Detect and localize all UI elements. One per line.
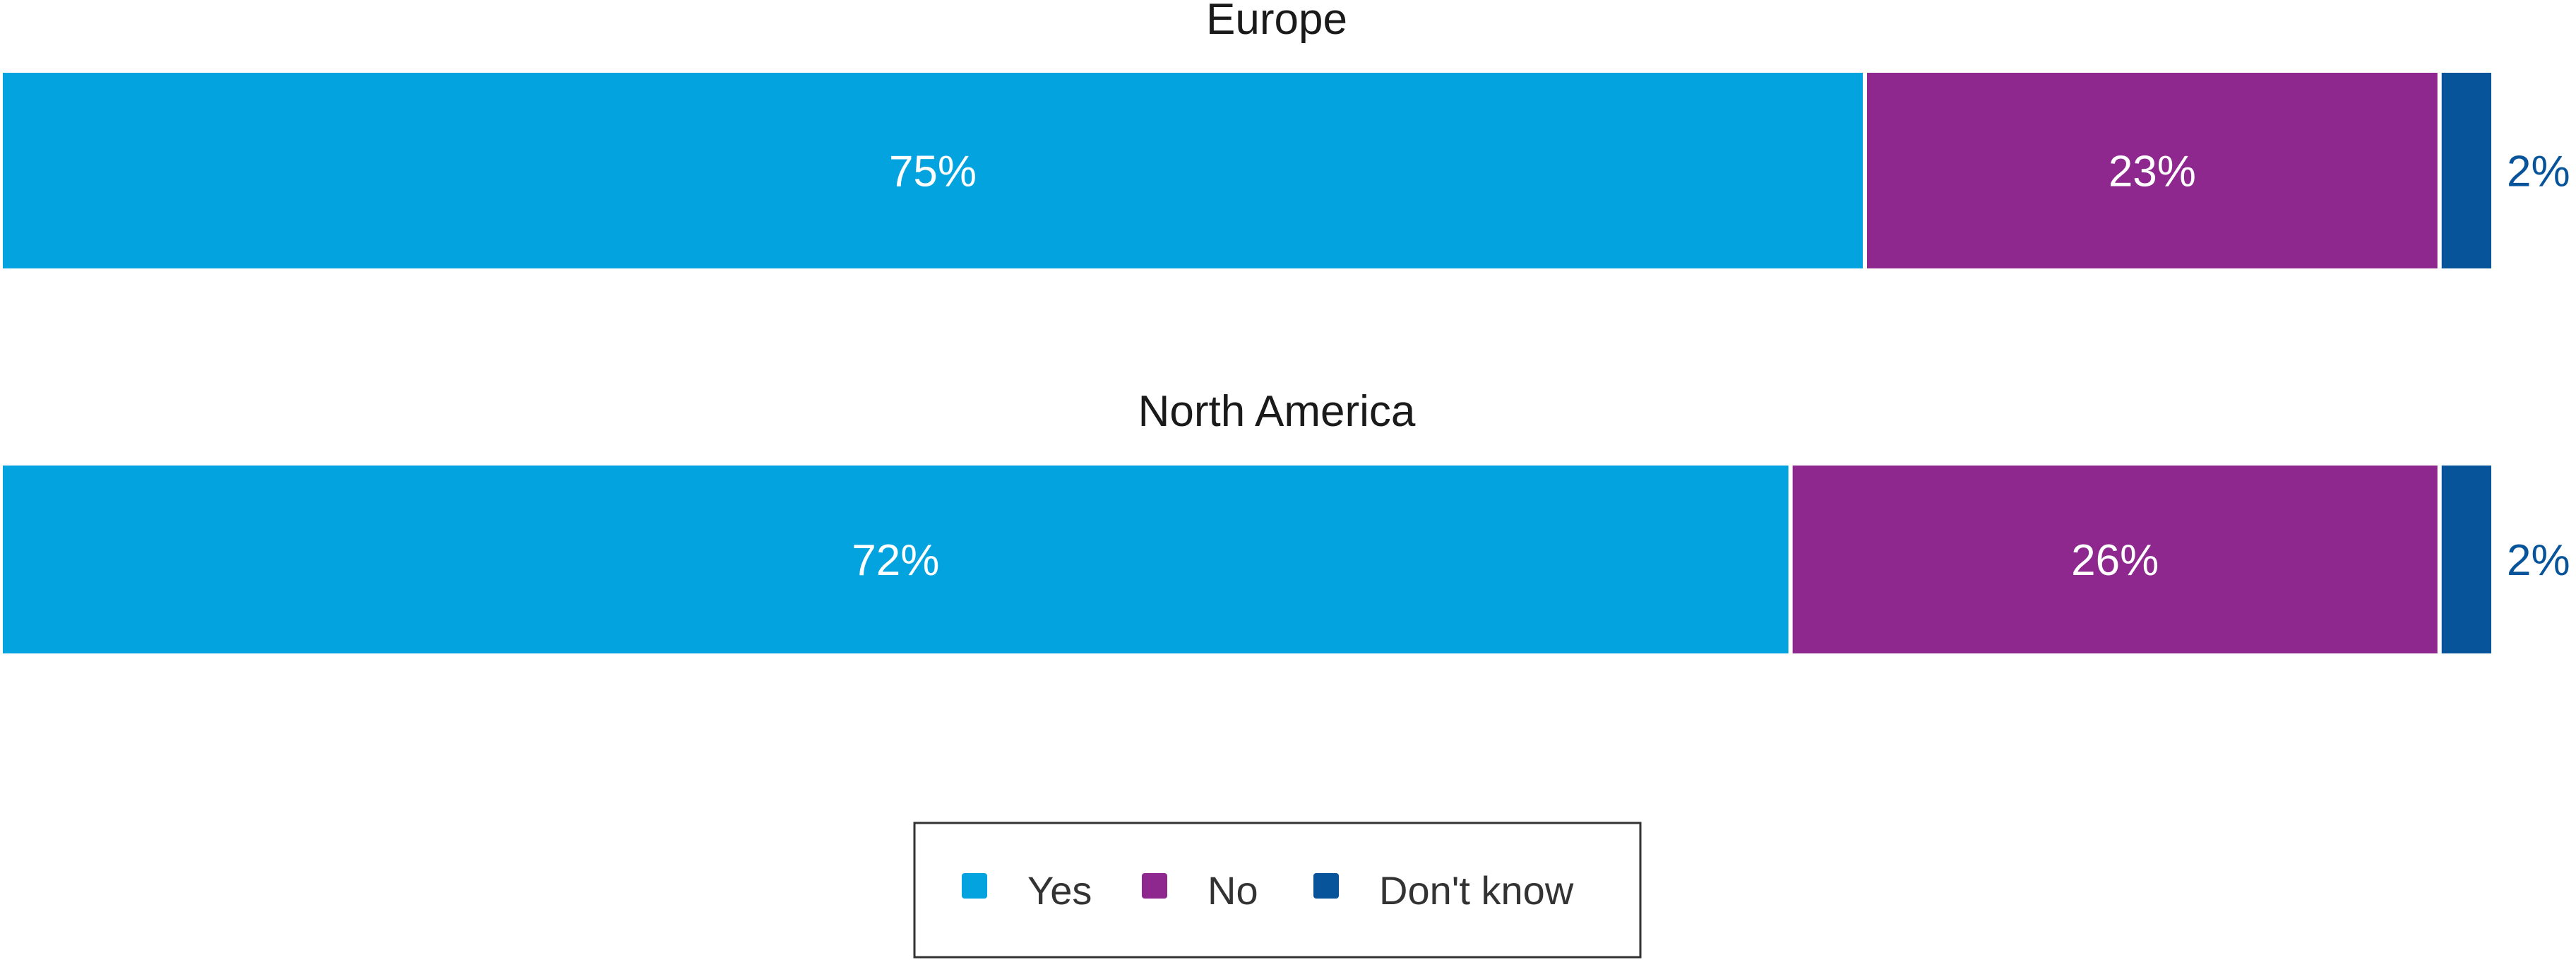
bar-north-america-don-t-know xyxy=(2441,466,2491,653)
group-title-north-america: North America xyxy=(1138,387,1416,436)
bar-group-north-america: North America 72% 26% 2% xyxy=(3,387,2570,653)
bar-europe-no xyxy=(1867,73,2438,268)
bar-group-europe: Europe 75% 23% 2% xyxy=(3,0,2570,268)
data-label-europe-yes: 75% xyxy=(889,148,977,196)
legend-item-yes: Yes xyxy=(962,868,1092,913)
bar-north-america-yes xyxy=(3,466,1789,653)
data-label-europe-don-t-know: 2% xyxy=(2507,148,2570,196)
chart-groups: Europe 75% 23% 2% North America 72% 26% 2% xyxy=(3,0,2570,653)
legend: Yes No Don't know xyxy=(913,822,1642,959)
legend-swatch-no xyxy=(1142,873,1167,899)
legend-item-no: No xyxy=(1142,868,1258,913)
legend-label-no: No xyxy=(1208,868,1258,913)
data-label-europe-no: 23% xyxy=(2109,148,2196,196)
data-label-north-america-don-t-know: 2% xyxy=(2507,536,2570,585)
legend-box xyxy=(913,822,1642,959)
legend-label-don-t-know: Don't know xyxy=(1379,868,1574,913)
group-title-europe: Europe xyxy=(1206,0,1347,44)
data-label-north-america-yes: 72% xyxy=(852,536,939,585)
legend-item-don-t-know: Don't know xyxy=(1313,868,1574,913)
data-label-north-america-no: 26% xyxy=(2071,536,2159,585)
legend-swatch-don-t-know xyxy=(1313,873,1339,899)
legend-swatch-yes xyxy=(962,873,987,899)
bar-europe-yes xyxy=(3,73,1863,268)
bar-north-america-no xyxy=(1792,466,2438,653)
legend-label-yes: Yes xyxy=(1027,868,1092,913)
bar-europe-don-t-know xyxy=(2441,73,2491,268)
